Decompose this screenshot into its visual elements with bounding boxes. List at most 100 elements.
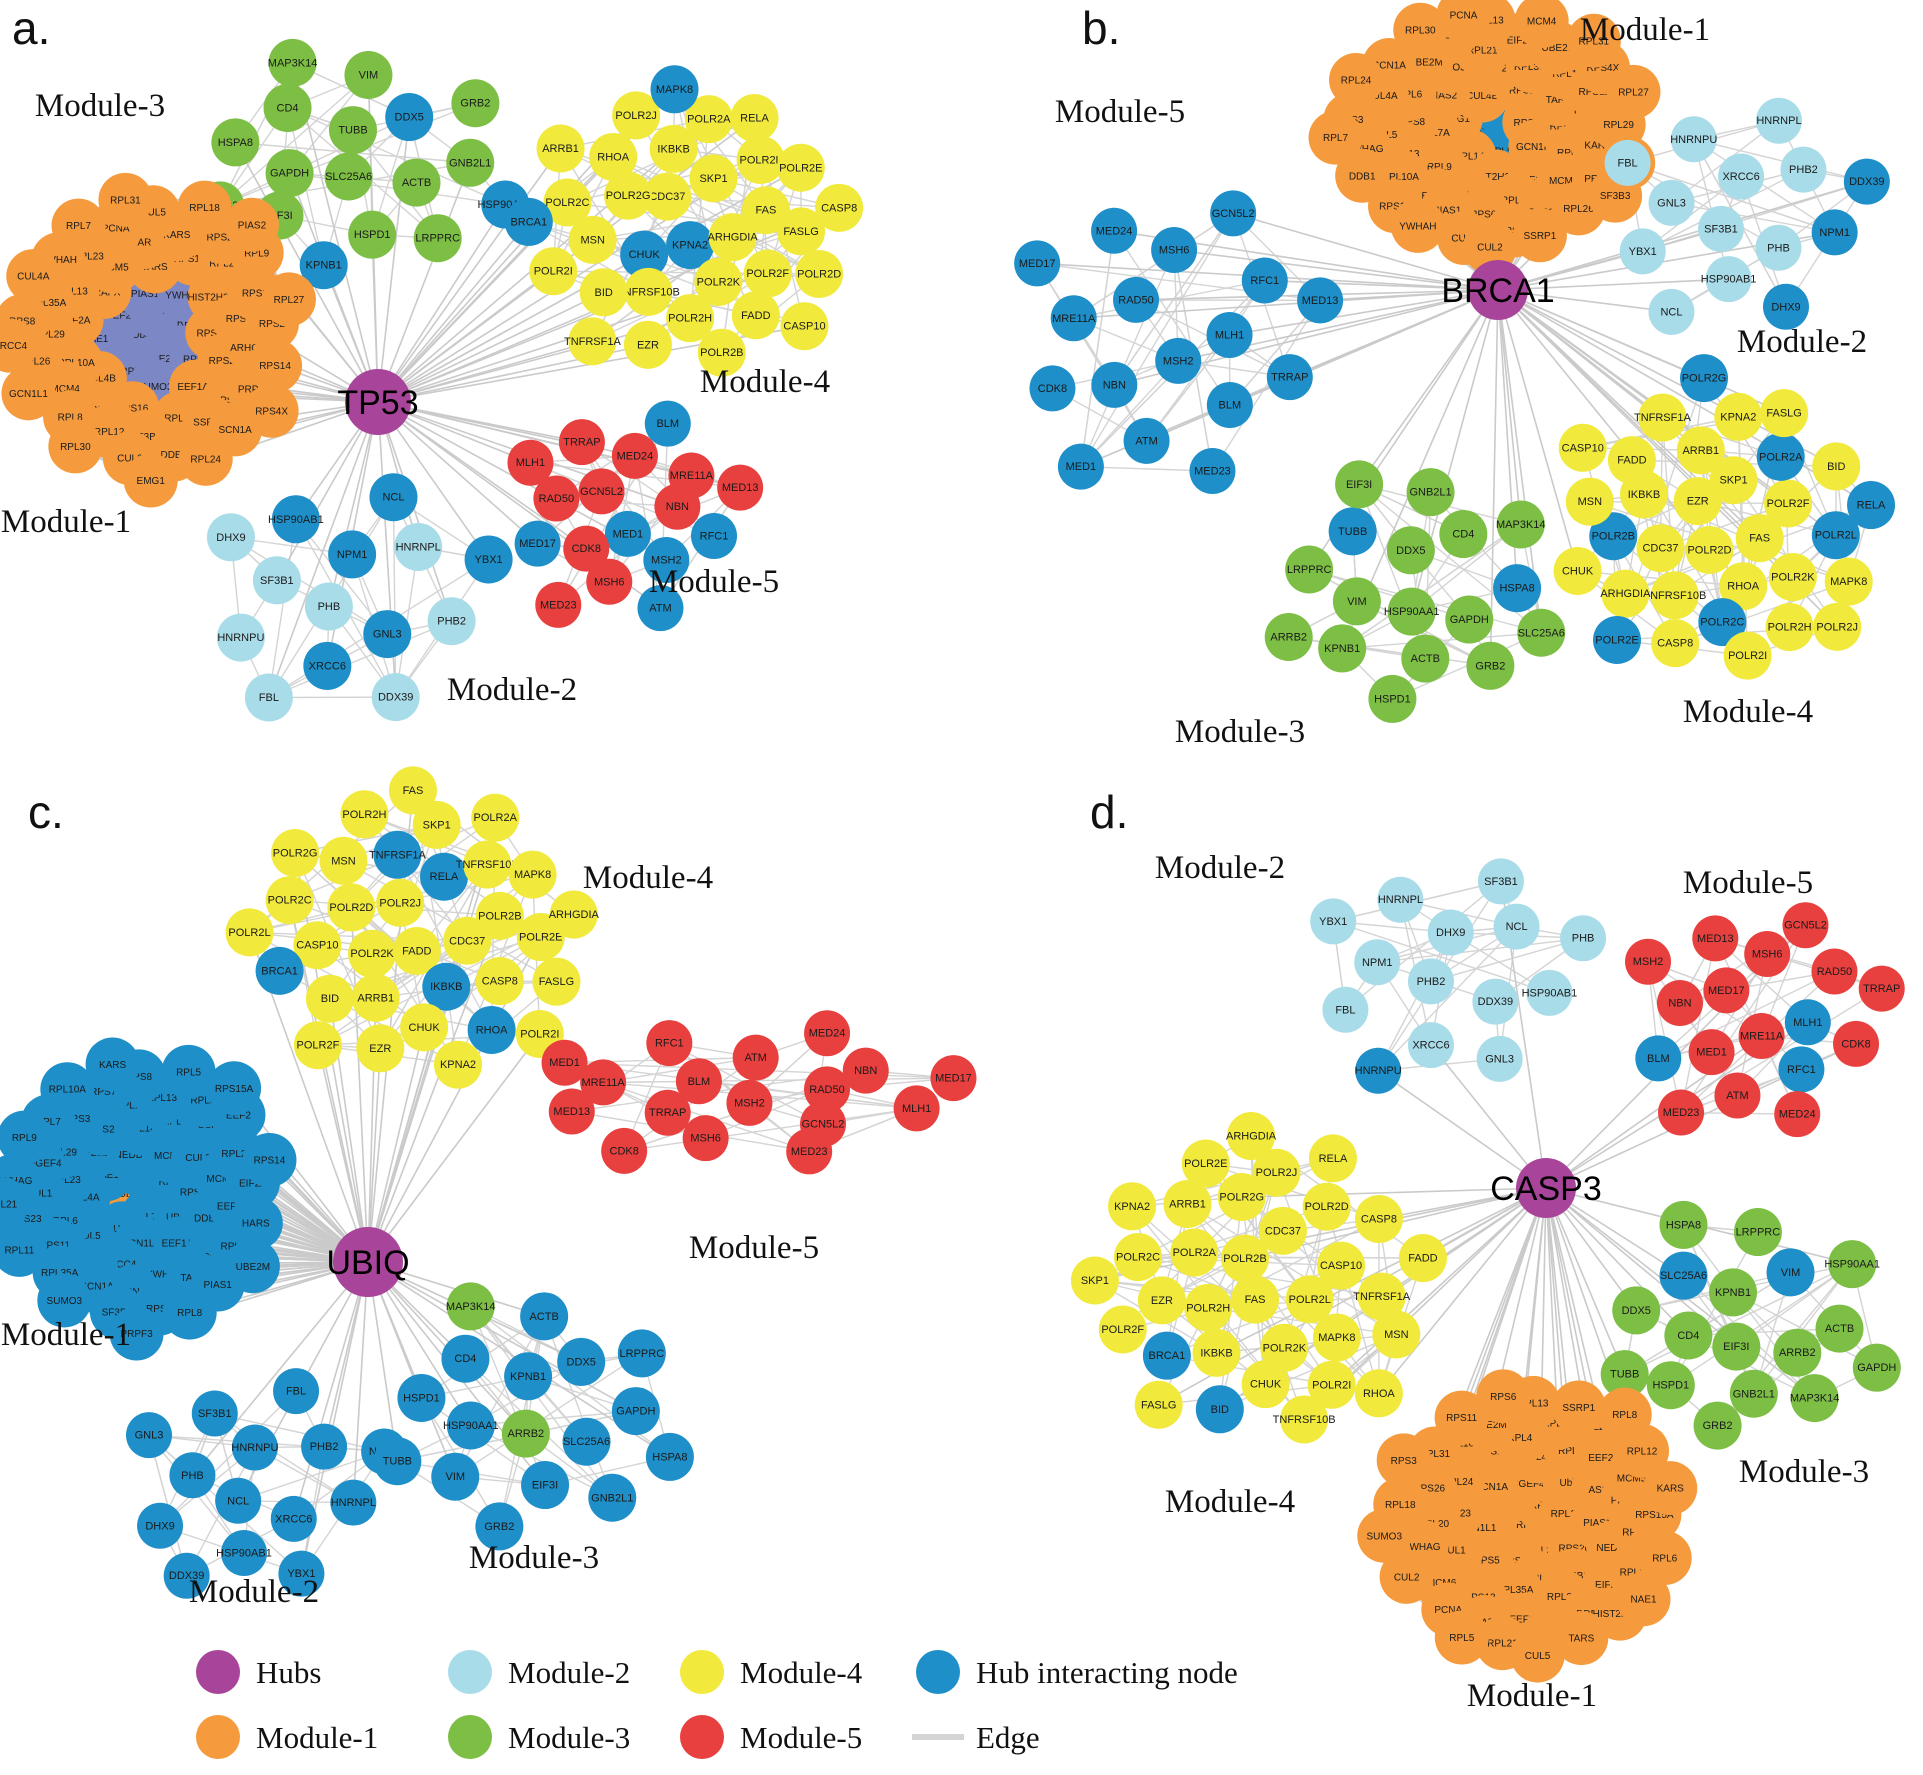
- node-label: POLR2G: [1682, 373, 1727, 385]
- network-node: [228, 1196, 283, 1251]
- node-label: NCL: [1660, 306, 1682, 318]
- node-label: POLR2L: [1815, 530, 1857, 542]
- hub-spoke-edge: [377, 401, 583, 443]
- legend-swatch-module-4: [680, 1650, 724, 1694]
- node-label: RPL29: [1603, 120, 1634, 131]
- network-node: [394, 522, 443, 571]
- node-label: IKBKB: [657, 143, 689, 155]
- node-label: MED13: [1697, 933, 1734, 945]
- hub-spoke-edge: [352, 1261, 369, 1503]
- network-node: [786, 1128, 833, 1175]
- network-node: [689, 154, 738, 203]
- network-node: [400, 1003, 449, 1052]
- node-label: RPL26: [20, 356, 51, 367]
- node-label: SUMO3: [1366, 1531, 1402, 1542]
- node-label: LRPPRC: [415, 233, 460, 245]
- network-node: [1297, 277, 1344, 324]
- node-label: EEF2: [226, 1110, 251, 1121]
- node-label: DDB1: [160, 450, 187, 461]
- node-label: EZR: [637, 339, 659, 351]
- node-label: RPL7: [1323, 133, 1348, 144]
- hub-spoke-edge: [377, 162, 471, 403]
- node-label: RPS14: [259, 361, 291, 372]
- network-node: [617, 1329, 666, 1378]
- network-node: [1606, 64, 1661, 119]
- network-node: [1729, 1369, 1778, 1418]
- node-label: EEF1A2: [162, 1239, 200, 1250]
- node-label: SSRP1: [1562, 1403, 1595, 1414]
- node-label: ATM: [1135, 435, 1157, 447]
- hub-spoke-edge: [276, 401, 379, 581]
- network-node: [1308, 1134, 1357, 1183]
- node-label: DDX5: [567, 1356, 596, 1368]
- network-node: [732, 1034, 779, 1081]
- node-label: GRB2: [1703, 1420, 1733, 1432]
- network-node: [446, 138, 495, 187]
- network-node: [324, 152, 373, 201]
- network-node: [1386, 526, 1435, 575]
- node-label: BLM: [1219, 399, 1242, 411]
- network-node: [1843, 158, 1890, 205]
- node-label: HARS: [130, 238, 158, 249]
- node-label: HSPA8: [218, 137, 253, 149]
- node-label: BID: [1211, 1404, 1229, 1416]
- node-label: KPNB1: [1324, 643, 1360, 655]
- network-node: [1714, 1072, 1761, 1119]
- node-label: VIM: [445, 1471, 465, 1483]
- network-node: [1697, 205, 1744, 252]
- network-node: [248, 338, 303, 393]
- node-label: NBN: [854, 1065, 877, 1077]
- node-label: HSP90AB1: [1701, 274, 1757, 286]
- network-node: [1553, 546, 1602, 595]
- network-node: [397, 1373, 446, 1422]
- hub-spoke-edge: [1497, 180, 1868, 291]
- edge: [1680, 988, 1883, 1114]
- node-label: TRRAP: [1271, 372, 1308, 384]
- edge: [1341, 523, 1522, 649]
- node-label: PHB2: [1789, 164, 1818, 176]
- edge: [1166, 1298, 1311, 1357]
- network-node: [475, 891, 524, 940]
- network-node: [1673, 477, 1722, 526]
- node-label: POLR2J: [1816, 621, 1858, 633]
- node-label: RPL10A: [58, 358, 96, 369]
- network-node: [1355, 1047, 1402, 1094]
- hub-spoke-edge: [1378, 1187, 1547, 1394]
- network-node: [1764, 479, 1813, 528]
- nodes-layer: SLC25A6 TUBB ACTB GAPDH DDX5 HSPD1 CD4 GNB2L1 EI…: [0, 0, 1905, 1683]
- network-node: [446, 1401, 495, 1450]
- network-node: [1551, 1380, 1606, 1435]
- network-node: [1241, 1360, 1290, 1409]
- node-label: CD4: [1677, 1330, 1699, 1342]
- network-node: [163, 1552, 210, 1599]
- node-label: MLH1: [1215, 329, 1244, 341]
- node-label: SCN1A: [1373, 61, 1407, 72]
- network-node: [1811, 209, 1858, 256]
- network-node: [263, 83, 312, 132]
- node-label: YBX1: [475, 554, 503, 566]
- legend-label: Hub interacting node: [976, 1655, 1238, 1690]
- node-label: LRPPRC: [620, 1348, 665, 1360]
- network-node: [1217, 1172, 1266, 1221]
- network-node: [1137, 1276, 1186, 1325]
- node-label: RPL21: [1487, 1639, 1518, 1650]
- edge: [1377, 932, 1452, 1072]
- node-label: RPL11: [1552, 69, 1582, 80]
- network-node: [301, 1423, 348, 1470]
- node-label: Ubiq: [1559, 1478, 1580, 1489]
- network-node: [1601, 569, 1650, 618]
- network-node: [624, 267, 673, 316]
- network-node: [529, 247, 578, 296]
- node-label: POLR2K: [350, 948, 394, 960]
- edge: [623, 1057, 757, 1152]
- edge: [1344, 880, 1502, 1011]
- node-label: HSP90AA1: [1384, 606, 1440, 618]
- node-label: POLR2H: [1768, 622, 1812, 634]
- node-label: CDK8: [572, 543, 601, 555]
- node-label: FADD: [402, 946, 431, 958]
- node-label: HNRNPL: [1378, 894, 1423, 906]
- node-label: RAD50: [809, 1084, 844, 1096]
- edge: [1627, 162, 1835, 234]
- node-label: HSPD1: [1652, 1380, 1689, 1392]
- network-node: [0, 1222, 47, 1277]
